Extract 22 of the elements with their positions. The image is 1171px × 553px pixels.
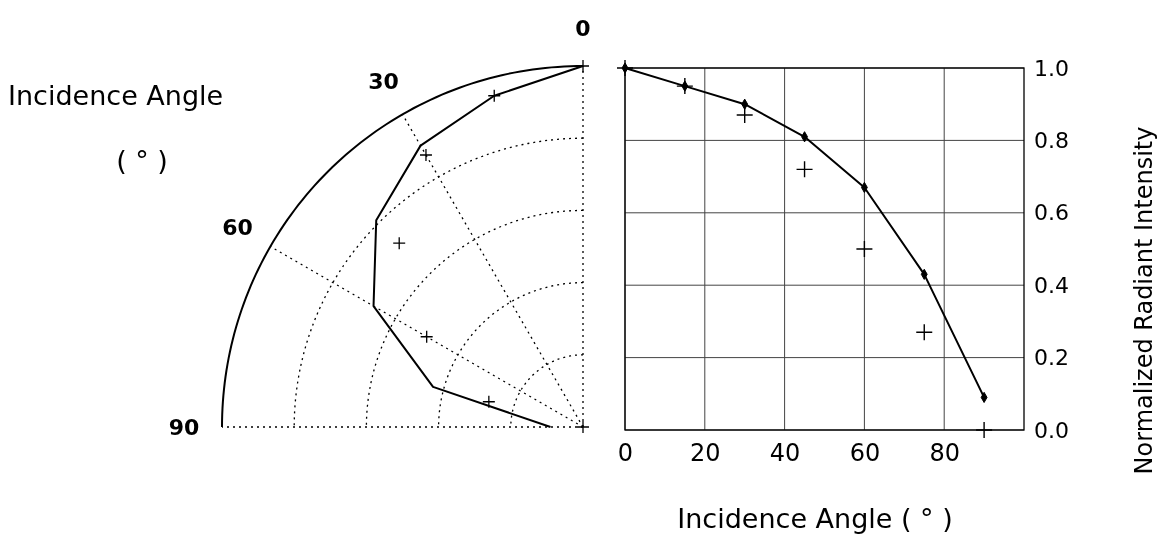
x-axis-title: Incidence Angle ( ° ) — [677, 503, 953, 534]
y-tick-label: 0.0 — [1034, 417, 1069, 443]
text: 0 — [575, 15, 591, 41]
point — [856, 241, 873, 257]
y-tick-label: 0.4 — [1034, 272, 1069, 298]
text: ( ° ) — [116, 145, 168, 176]
y-axis-title: Normalized Radiant Intensity — [1130, 126, 1158, 475]
text: 90 — [168, 414, 200, 440]
x-tick-label: 80 — [929, 439, 960, 468]
x-tick-label: 40 — [769, 439, 801, 468]
y-tick-label: 1.0 — [1034, 55, 1069, 81]
point — [976, 422, 993, 438]
text: 30 — [368, 68, 399, 94]
text: Incidence Angle — [8, 80, 224, 111]
x-tick-label: 60 — [849, 439, 881, 468]
x-tick-label: 0 — [617, 439, 634, 468]
point — [736, 107, 753, 124]
y-tick-label: 0.6 — [1034, 200, 1069, 226]
y-tick-label: 0.2 — [1034, 345, 1069, 371]
text: 60 — [222, 215, 253, 240]
x-tick-label: 20 — [690, 439, 721, 468]
y-tick-label: 0.8 — [1034, 127, 1069, 153]
